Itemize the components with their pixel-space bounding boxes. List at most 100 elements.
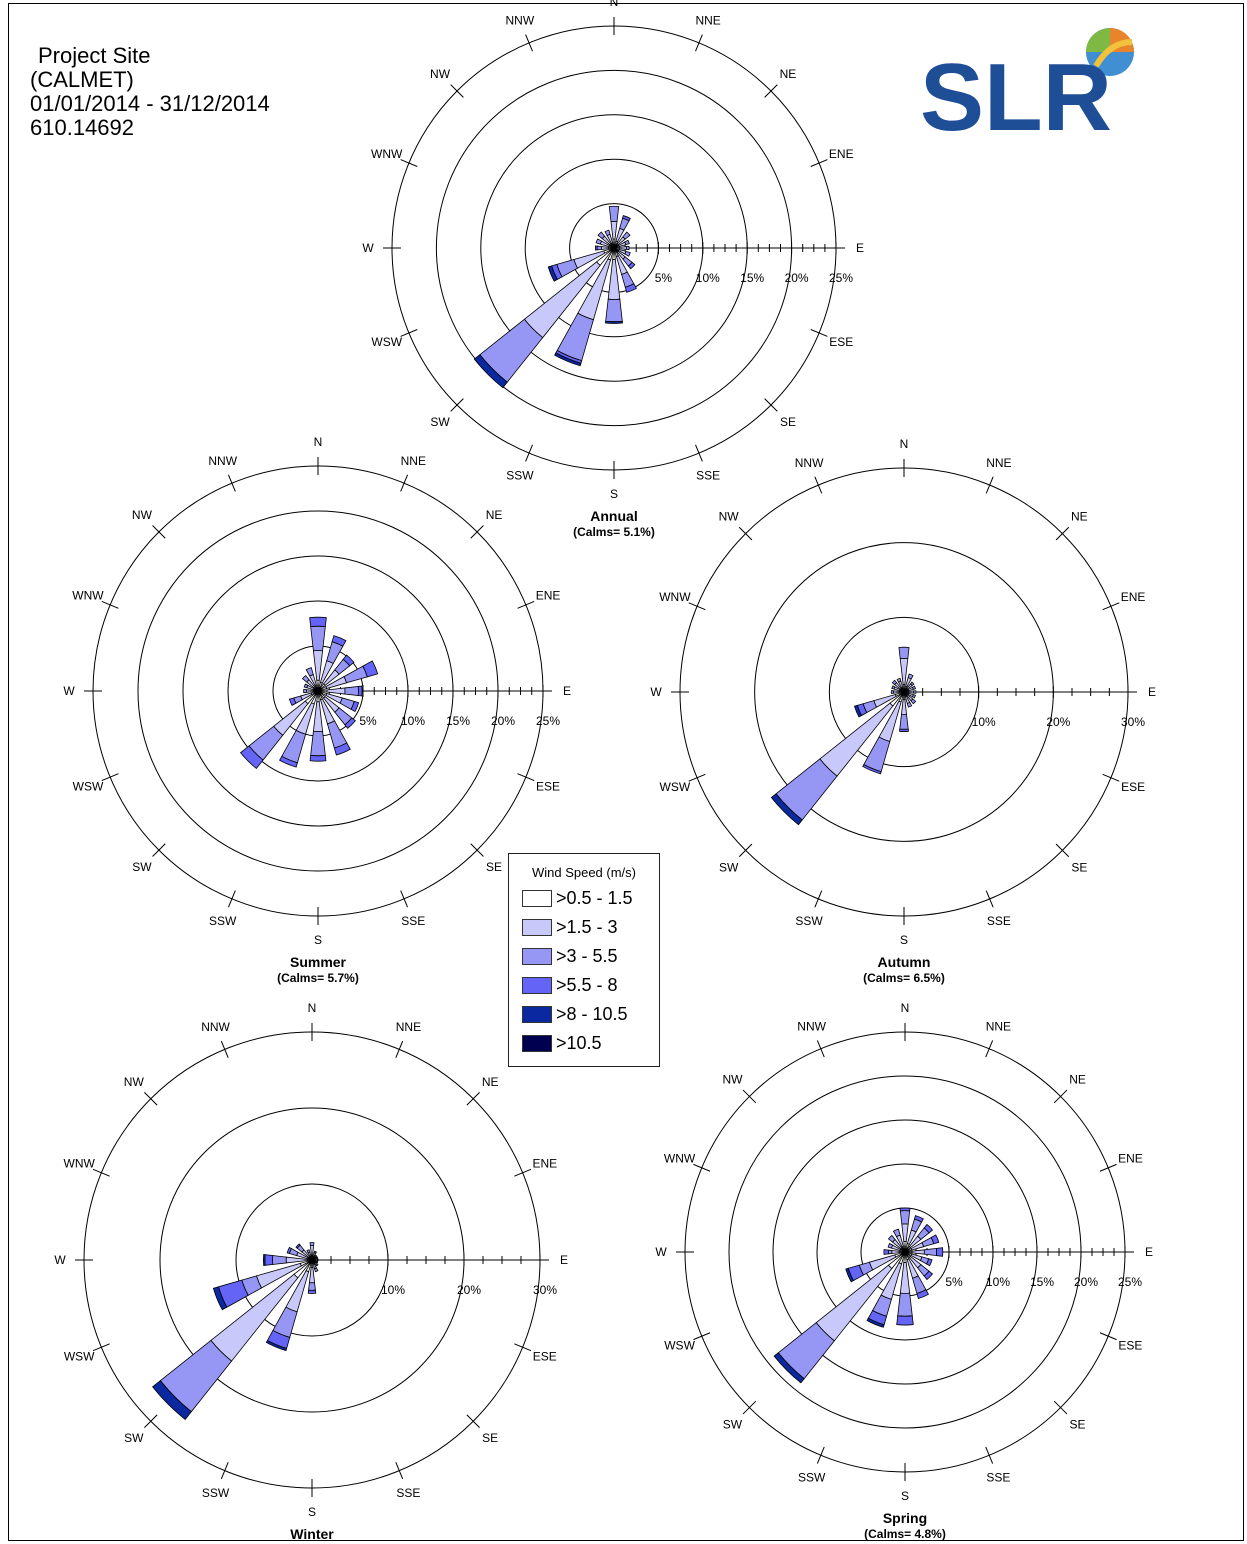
petal-w [594,245,598,251]
petal-e [911,1249,925,1255]
petal-nnw [896,677,902,683]
direction-label-ssw: SSW [795,914,823,928]
petal-sw [773,1352,805,1384]
direction-label-se: SE [482,1431,498,1445]
direction-tick [695,444,703,462]
petal-ne [909,681,915,687]
petal-sse [624,283,637,293]
legend: Wind Speed (m/s) >0.5 - 1.5 >1.5 - 3 >3 … [508,853,660,1067]
legend-swatch [522,890,552,907]
petal-sse [333,742,351,756]
petal-e [908,690,915,694]
direction-label-nnw: NNW [797,1020,826,1034]
direction-label-wsw: WSW [660,780,691,794]
direction-label-w: W [63,684,75,698]
legend-item: >5.5 - 8 [509,971,659,1000]
ring-label: 10% [381,1283,405,1297]
petal-s [309,754,327,762]
direction-label-wnw: WNW [72,589,104,603]
direction-tick [152,525,166,539]
direction-tick [1102,773,1120,782]
direction-label-ese: ESE [536,779,560,793]
ring-label: 10% [696,271,720,285]
petal-s [307,1289,317,1294]
ring-label: 25% [1118,1275,1142,1289]
legend-swatch [522,977,552,994]
direction-label-se: SE [1071,860,1087,874]
ring-label: 10% [401,714,425,728]
petal-s [605,320,623,324]
petal-se [910,698,917,705]
direction-label-s: S [901,1489,909,1503]
ring-label: 30% [1121,715,1145,729]
petal-e [316,1258,319,1262]
direction-label-ne: NE [780,67,797,81]
ring-label: 5% [945,1275,963,1289]
direction-label-ese: ESE [1121,780,1145,794]
petal-nne [907,673,914,680]
ring-label: 15% [740,271,764,285]
direction-label-sse: SSE [401,914,425,928]
ring-label: 10% [986,1275,1010,1289]
direction-label-wnw: WNW [664,1152,696,1166]
direction-label-ne: NE [482,1075,499,1089]
project-number: 610.14692 [30,115,134,140]
direction-tick [450,398,464,412]
petal-nnw [306,1249,311,1254]
petal-se [627,261,636,270]
direction-tick [470,843,484,857]
direction-label-w: W [54,1253,66,1267]
direction-label-n: N [314,435,323,449]
petal-s [897,1292,913,1317]
direction-label-e: E [560,1253,568,1267]
ring-label: 20% [1074,1275,1098,1289]
direction-label-sw: SW [723,1418,743,1432]
direction-label-ese: ESE [533,1349,557,1363]
direction-tick [400,329,418,337]
direction-label-ese: ESE [1118,1338,1142,1352]
petal-w [883,1249,889,1255]
petal-ene [930,1234,940,1245]
legend-item: >0.5 - 1.5 [509,884,659,913]
petal-wsw [853,704,863,718]
petal-s [899,713,909,730]
legend-swatch [522,919,552,936]
petal-w [887,1249,893,1255]
legend-label: >0.5 - 1.5 [556,888,633,908]
ring-label: 5% [359,714,377,728]
petal-n [312,650,324,681]
direction-label-nne: NNE [695,14,720,28]
petal-sw [152,1380,192,1420]
direction-label-ne: NE [1069,1072,1086,1086]
petal-nw [891,679,898,686]
petal-nnw [305,667,314,677]
petal-n [610,220,618,240]
petal-e [357,685,363,697]
legend-label: >1.5 - 3 [556,917,618,937]
direction-tick [688,602,706,611]
direction-label-nne: NNE [986,1020,1011,1034]
direction-tick [810,159,828,167]
petal-wnw [303,683,309,689]
petal-ssw [279,755,298,768]
petal-nw [301,674,310,683]
direction-tick [688,773,706,782]
petal-sse [906,701,913,708]
petal-ese [926,1258,933,1267]
petal-e [913,690,917,694]
ring-label: 20% [1046,715,1070,729]
direction-tick [814,476,823,494]
chart-title: Summer [290,954,347,970]
legend-title: Wind Speed (m/s) [531,865,637,880]
direction-label-ssw: SSW [798,1470,826,1484]
direction-tick [101,773,119,782]
legend-swatch [522,948,552,965]
direction-label-se: SE [780,415,796,429]
direction-tick [816,1040,825,1058]
page-frame [8,3,1244,1541]
direction-tick [1055,843,1070,858]
petal-ne [622,231,631,240]
direction-label-sse: SSE [396,1486,420,1500]
direction-tick [985,1040,994,1058]
